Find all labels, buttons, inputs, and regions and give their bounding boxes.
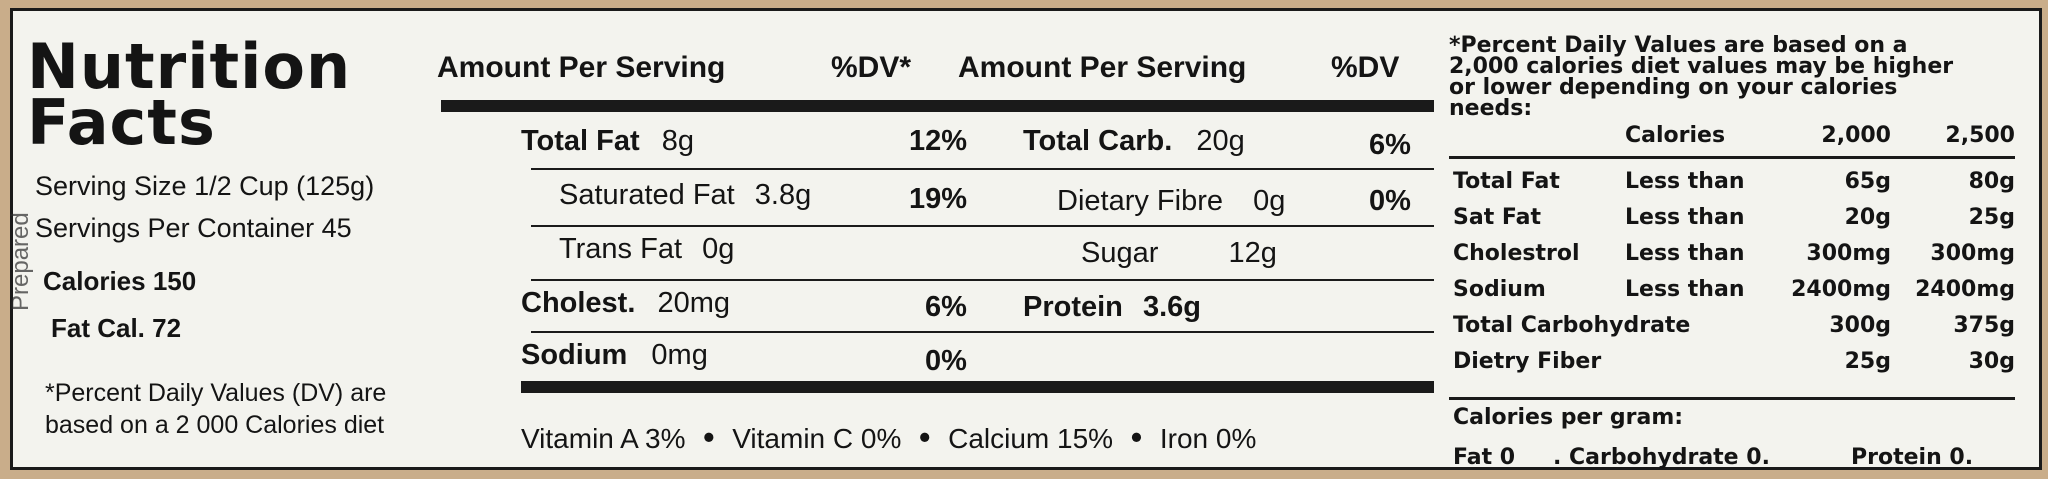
fat-calories: Fat Cal. 72 bbox=[51, 313, 182, 343]
serving-size: Serving Size 1/2 Cup (125g) bbox=[35, 171, 375, 201]
calories-per-gram-carbohydrate: . Carbohydrate 0. bbox=[1553, 445, 1770, 470]
dietary-fibre-dv: 0% bbox=[1369, 185, 1411, 217]
right-intro-line3: or lower depending on your calories bbox=[1449, 75, 1898, 100]
trans-fat-label: Trans Fat bbox=[559, 233, 683, 265]
sugar-row: Sugar 12g bbox=[1081, 237, 1277, 270]
header-thick-rule bbox=[441, 100, 1434, 112]
dv-table-row-qualifier: Less than bbox=[1625, 277, 1745, 302]
vitamins-line: Vitamin A 3% • Vitamin C 0% • Calcium 15… bbox=[521, 419, 1256, 456]
dv-table-row-name: Dietry Fiber bbox=[1453, 349, 1602, 374]
protein-row: Protein 3.6g bbox=[1023, 291, 1201, 324]
dv-table-row-2500: 80g bbox=[1968, 169, 2015, 194]
header-dv-2: %DV bbox=[1331, 51, 1400, 84]
dv-table-row-2500: 375g bbox=[1953, 313, 2015, 338]
servings-per-container: Servings Per Container 45 bbox=[35, 213, 352, 243]
calories-per-gram-protein: Protein 0. bbox=[1851, 445, 1974, 470]
cholest-dv: 6% bbox=[925, 291, 967, 323]
dietary-fibre-row: Dietary Fibre 0g bbox=[1057, 185, 1285, 218]
dv-table-row-name: Cholestrol bbox=[1453, 241, 1580, 266]
protein-amount: 3.6g bbox=[1142, 291, 1201, 323]
sodium-label: Sodium bbox=[521, 339, 628, 371]
right-intro-line2: 2,000 calories diet values may be higher bbox=[1449, 54, 1954, 79]
row-rule-1 bbox=[531, 168, 1434, 170]
dv-table-row-2500: 25g bbox=[1968, 205, 2015, 230]
trans-fat-amount: 0g bbox=[702, 233, 735, 265]
trans-fat-row: Trans Fat 0g bbox=[559, 233, 734, 266]
total-carb-row: Total Carb. 20g bbox=[1023, 125, 1245, 158]
vitamin-a: Vitamin A 3% bbox=[521, 423, 686, 454]
dv-table-row-name: Total Fat bbox=[1453, 169, 1560, 194]
dv-table-row-2000: 20g bbox=[1844, 205, 1891, 230]
sodium-dv: 0% bbox=[925, 345, 967, 377]
sodium-row: Sodium 0mg bbox=[521, 339, 708, 372]
dv-table-row-qualifier: Less than bbox=[1625, 241, 1745, 266]
sugar-amount: 12g bbox=[1228, 237, 1277, 269]
header-dv-1: %DV* bbox=[831, 51, 912, 84]
dv-table-row-name: Total Carbohydrate bbox=[1453, 313, 1691, 338]
dv-table-row-2000: 25g bbox=[1844, 349, 1891, 374]
right-intro-line1: *Percent Daily Values are based on a bbox=[1449, 33, 1908, 58]
sugar-label: Sugar bbox=[1081, 237, 1159, 269]
total-fat-row: Total Fat 8g bbox=[521, 125, 694, 158]
total-fat-label: Total Fat bbox=[521, 125, 640, 157]
cholest-row: Cholest. 20mg bbox=[521, 287, 730, 320]
separator-dot: • bbox=[703, 419, 715, 455]
row-rule-4 bbox=[531, 331, 1434, 333]
right-table-rule bbox=[1449, 156, 2015, 159]
dv-table-row-2000: 300g bbox=[1829, 313, 1891, 338]
total-fat-dv: 12% bbox=[909, 125, 968, 157]
saturated-fat-dv: 19% bbox=[909, 183, 968, 215]
calories-per-gram-fat: Fat 0 bbox=[1453, 445, 1516, 470]
dv-table-row-qualifier: Less than bbox=[1625, 169, 1745, 194]
header-amount-per-serving-1: Amount Per Serving bbox=[437, 51, 726, 84]
dv-table-row-qualifier: Less than bbox=[1625, 205, 1745, 230]
dv-table-row-2000: 2400mg bbox=[1791, 277, 1891, 302]
dv-table-row-2500: 30g bbox=[1968, 349, 2015, 374]
calcium: Calcium 15% bbox=[948, 423, 1114, 454]
saturated-fat-label: Saturated Fat bbox=[559, 179, 735, 211]
total-carb-label: Total Carb. bbox=[1023, 125, 1173, 157]
saturated-fat-row: Saturated Fat 3.8g bbox=[559, 179, 811, 212]
cholest-label: Cholest. bbox=[521, 287, 636, 319]
right-bottom-rule bbox=[1449, 397, 2015, 400]
dv-table-row-2000: 65g bbox=[1844, 169, 1891, 194]
protein-label: Protein bbox=[1023, 291, 1123, 323]
separator-dot: • bbox=[919, 419, 931, 455]
nutrition-facts-panel: Prepared Nutrition Facts Serving Size 1/… bbox=[7, 8, 2042, 470]
dv-note-line1: *Percent Daily Values (DV) are bbox=[45, 379, 387, 407]
calories: Calories 150 bbox=[43, 266, 197, 296]
iron: Iron 0% bbox=[1159, 423, 1257, 454]
nutrition-facts-title-line1: Nutrition bbox=[27, 30, 352, 103]
total-carb-amount: 20g bbox=[1196, 125, 1245, 157]
dietary-fibre-amount: 0g bbox=[1253, 185, 1286, 217]
dv-table-row-name: Sodium bbox=[1453, 277, 1546, 302]
header-amount-per-serving-2: Amount Per Serving bbox=[958, 51, 1247, 84]
nutrition-facts-title-line2: Facts bbox=[27, 86, 216, 159]
dietary-fibre-label: Dietary Fibre bbox=[1057, 185, 1223, 217]
row-rule-3 bbox=[531, 279, 1434, 281]
dv-table-row-2000: 300mg bbox=[1806, 241, 1891, 266]
right-intro-line4: needs: bbox=[1449, 96, 1533, 121]
calories-per-gram-label: Calories per gram: bbox=[1453, 405, 1684, 430]
side-label: Prepared bbox=[7, 212, 34, 311]
dv-table-row-2500: 2400mg bbox=[1915, 277, 2015, 302]
vitamin-c: Vitamin C 0% bbox=[732, 423, 902, 454]
saturated-fat-amount: 3.8g bbox=[754, 179, 812, 211]
dv-table-row-name: Sat Fat bbox=[1453, 205, 1541, 230]
cholest-amount: 20mg bbox=[657, 287, 731, 319]
sodium-amount: 0mg bbox=[651, 339, 708, 371]
col-2000: 2,000 bbox=[1821, 123, 1891, 148]
col-2500: 2,500 bbox=[1945, 123, 2015, 148]
dv-table-row-2500: 300mg bbox=[1930, 241, 2015, 266]
separator-dot: • bbox=[1130, 419, 1143, 455]
total-fat-amount: 8g bbox=[661, 125, 695, 157]
bottom-thick-rule bbox=[521, 381, 1434, 393]
dv-note-line2: based on a 2 000 Calories diet bbox=[45, 411, 385, 439]
total-carb-dv: 6% bbox=[1369, 129, 1411, 161]
row-rule-2 bbox=[531, 225, 1434, 227]
col-calories: Calories bbox=[1625, 123, 1726, 148]
